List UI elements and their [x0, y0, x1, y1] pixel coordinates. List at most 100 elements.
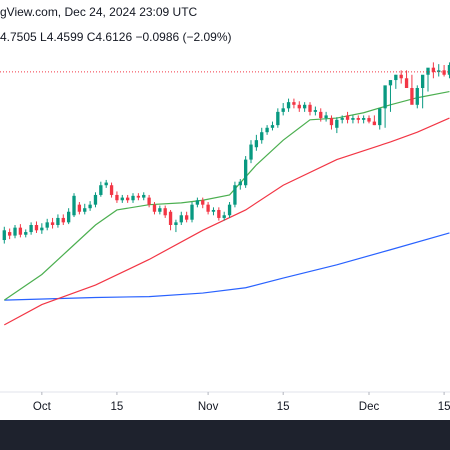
candle-body	[147, 197, 151, 205]
candle-body	[388, 80, 393, 86]
candle-body	[372, 121, 377, 126]
candle-body	[319, 111, 323, 119]
candle-body	[313, 110, 318, 112]
candle-body	[93, 194, 98, 205]
candle-body	[190, 204, 194, 220]
candle-body	[292, 102, 296, 105]
candle-body	[324, 115, 328, 119]
candle-body	[120, 197, 124, 201]
candle-body	[297, 104, 301, 109]
candle-body	[260, 132, 264, 141]
candle-body	[356, 118, 360, 120]
candle-body	[308, 104, 312, 112]
candle-body	[222, 215, 226, 218]
ohlc-legend: 4.7505 L4.4599 C4.6126 −0.0986 (−2.09%)	[0, 30, 232, 44]
candle-body	[335, 119, 339, 128]
candle-body	[61, 217, 65, 223]
candle-body	[88, 204, 92, 209]
candle-body	[195, 200, 200, 205]
candle-body	[431, 67, 436, 73]
x-tick-label: Dec	[359, 401, 380, 413]
candle-body	[254, 140, 259, 148]
candle-body	[40, 227, 44, 231]
candle-body	[18, 227, 23, 235]
candle-body	[29, 225, 33, 233]
candle-body	[179, 215, 183, 223]
bottom-toolbar	[0, 420, 450, 450]
candle-body	[66, 211, 71, 223]
candle-body	[211, 209, 216, 212]
candle-body	[217, 209, 221, 218]
candle-body	[13, 227, 17, 236]
candle-body	[399, 74, 403, 79]
candle-body	[115, 194, 119, 201]
candle-body	[174, 222, 178, 225]
candle-body	[437, 70, 441, 73]
candle-body	[233, 185, 237, 205]
candle-body	[410, 88, 414, 105]
candle-body	[227, 204, 232, 216]
candle-body	[404, 78, 409, 89]
candle-body	[56, 217, 60, 225]
candle-body	[340, 118, 344, 120]
x-tick-label: 15	[277, 401, 290, 413]
candle-body	[72, 195, 76, 216]
x-tick-label: 15	[438, 401, 450, 413]
candle-body	[34, 225, 39, 231]
candle-body	[367, 118, 371, 122]
candle-body	[378, 108, 382, 126]
candle-body	[426, 67, 430, 75]
candle-body	[243, 159, 248, 186]
x-tick-label: Nov	[198, 401, 219, 413]
candle-body	[50, 222, 55, 225]
candle-body	[83, 208, 87, 212]
candle-body	[152, 204, 157, 212]
candle-body	[351, 118, 355, 120]
candle-body	[7, 232, 12, 236]
candle-body	[286, 102, 291, 109]
candle-body	[383, 85, 387, 109]
candle-body	[276, 111, 280, 126]
candle-body	[345, 115, 350, 120]
candle-body	[265, 127, 269, 133]
candle-body	[415, 88, 419, 105]
candle-body	[184, 215, 189, 220]
candle-body	[168, 211, 173, 225]
candle-body	[238, 181, 242, 186]
candle-body	[24, 232, 28, 235]
candle-body	[442, 70, 446, 75]
candle-body	[142, 194, 146, 198]
candle-body	[163, 208, 167, 216]
moving-average-line	[4, 117, 450, 326]
candle-body	[99, 185, 103, 195]
candle-body	[136, 195, 141, 198]
candle-body	[281, 108, 285, 112]
chart-header: gView.com, Dec 24, 2024 23:09 UTC	[0, 5, 198, 19]
candle-body	[329, 118, 334, 126]
candle-body	[206, 204, 210, 212]
candle-body	[45, 222, 49, 228]
candle-body	[131, 195, 135, 201]
candle-body	[270, 125, 275, 128]
candle-body	[109, 185, 114, 195]
candle-body	[158, 208, 162, 212]
moving-average-line	[4, 232, 450, 301]
x-tick-label: Oct	[33, 401, 52, 413]
candle-body	[447, 65, 450, 75]
moving-average-line	[3, 90, 450, 301]
candle-body	[361, 118, 366, 120]
candle-body	[201, 200, 205, 205]
candle-body	[125, 197, 130, 201]
plot-area	[0, 62, 450, 326]
candle-body	[420, 74, 425, 89]
candle-body	[394, 74, 398, 81]
x-tick-label: 15	[111, 401, 124, 413]
candle-body	[77, 204, 82, 212]
candle-body	[249, 144, 253, 160]
candle-body	[302, 104, 307, 109]
candle-body	[2, 230, 6, 241]
candle-body	[104, 182, 108, 186]
